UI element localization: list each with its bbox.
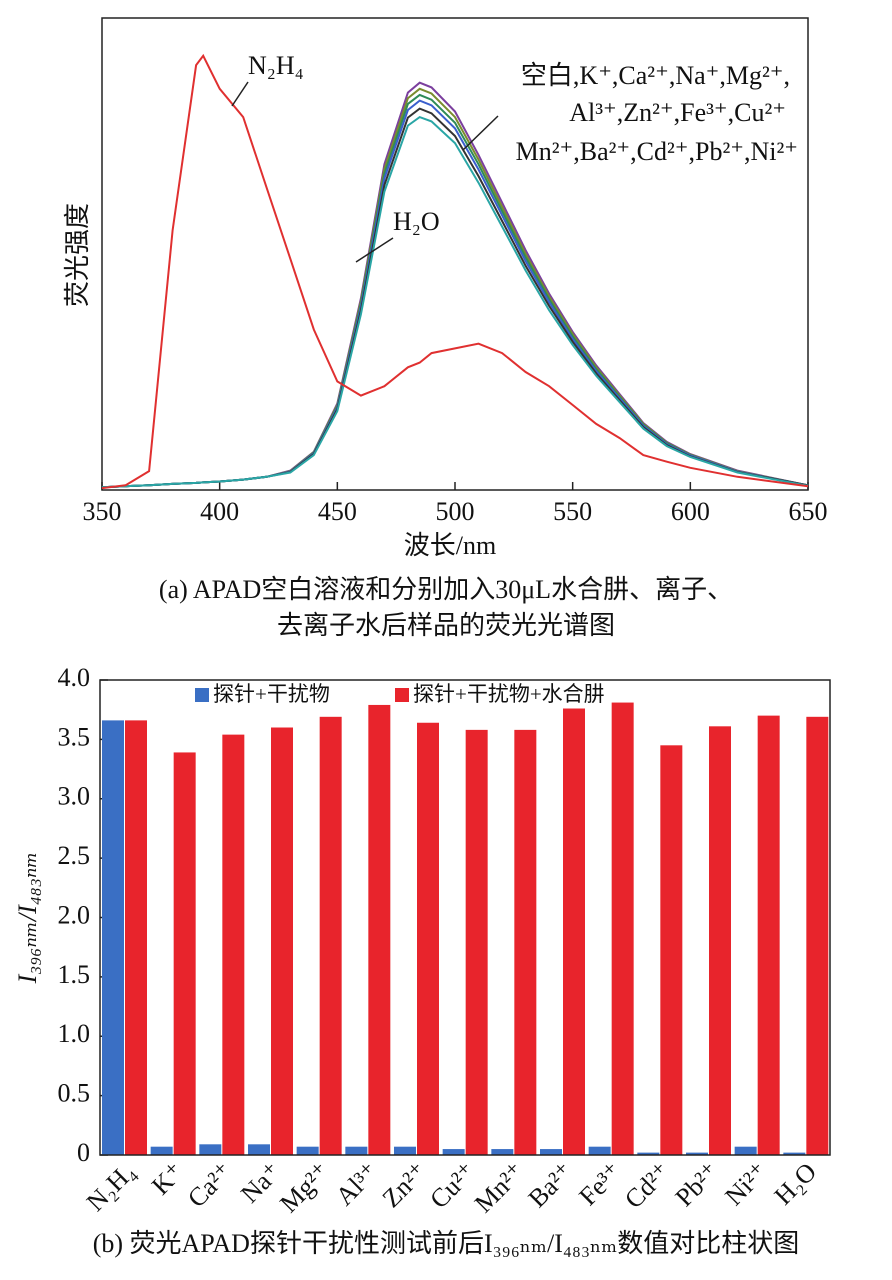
x-tick-label: Fe³⁺ — [573, 1157, 627, 1211]
x-axis-label: 波长/nm — [404, 531, 496, 560]
bar — [783, 1152, 806, 1155]
x-tick-label: 500 — [436, 497, 475, 526]
y-tick-label: 1.0 — [58, 1019, 91, 1048]
bar — [394, 1146, 416, 1155]
x-tick-label: Mn²⁺ — [469, 1157, 530, 1218]
bar — [514, 729, 537, 1155]
leader-line — [462, 115, 499, 151]
bar — [660, 745, 683, 1155]
bar — [345, 1146, 368, 1155]
spectrum-line — [101, 53, 809, 490]
caption: (a) APAD空白溶液和分别加入30μL水合肼、离子、 — [159, 575, 733, 604]
leader-line — [355, 237, 394, 263]
bar — [368, 704, 391, 1155]
bar — [709, 726, 731, 1155]
y-tick-label: 3.5 — [58, 722, 91, 751]
bar — [806, 716, 829, 1155]
bar — [734, 1146, 757, 1155]
bar — [271, 727, 293, 1155]
y-axis-label: I₃₉₆ₙₘ/I₄₈₃ₙₘ — [13, 852, 42, 985]
x-tick-label: Cd²⁺ — [619, 1157, 676, 1214]
x-tick-label: Mg²⁺ — [274, 1157, 335, 1218]
bar — [199, 1144, 222, 1155]
x-tick-label: 400 — [200, 497, 239, 526]
x-tick-label: 350 — [83, 497, 122, 526]
x-tick-label: Al³⁺ — [330, 1157, 384, 1211]
x-tick-label: Cu²⁺ — [424, 1157, 481, 1214]
x-tick-label: Ba²⁺ — [523, 1157, 579, 1213]
legend-label: 探针+干扰物 — [213, 682, 330, 706]
bar — [465, 729, 488, 1155]
bar — [296, 1146, 319, 1155]
bar — [563, 708, 585, 1155]
x-tick-label: 650 — [789, 497, 828, 526]
bar — [150, 1146, 173, 1155]
bar — [540, 1149, 562, 1155]
annotation: Al³⁺,Zn²⁺,Fe³⁺,Cu²⁺ — [569, 98, 786, 127]
bar — [222, 734, 245, 1155]
plot-frame — [99, 679, 831, 1156]
spectrum-line — [101, 115, 809, 489]
x-tick-label: 550 — [553, 497, 592, 526]
x-tick-label: Ca²⁺ — [182, 1157, 238, 1213]
bar — [491, 1149, 514, 1155]
bar — [319, 716, 342, 1155]
x-tick-label: Zn²⁺ — [377, 1157, 433, 1213]
annotation: Mn²⁺,Ba²⁺,Cd²⁺,Pb²⁺,Ni²⁺ — [516, 137, 798, 166]
y-tick-label: 0 — [77, 1138, 90, 1167]
x-tick-label: Pb²⁺ — [670, 1157, 725, 1212]
caption: (b) 荧光APAD探针干扰性测试前后I₃₉₆ₙₘ/I₄₈₃ₙₘ数值对比柱状图 — [93, 1229, 800, 1258]
y-tick-label: 3.0 — [58, 782, 91, 811]
y-tick-label: 2.0 — [58, 900, 91, 929]
annotation: 空白,K⁺,Ca²⁺,Na⁺,Mg²⁺, — [521, 61, 790, 90]
bar — [125, 720, 147, 1155]
y-tick-label: 0.5 — [58, 1079, 91, 1108]
x-tick-label: Ni²⁺ — [719, 1157, 773, 1211]
bar — [102, 720, 124, 1155]
legend-swatch — [395, 688, 409, 702]
bar — [248, 1144, 270, 1155]
bar — [686, 1152, 708, 1155]
y-tick-label: 2.5 — [58, 841, 91, 870]
y-axis-label: 荧光强度 — [63, 203, 92, 307]
x-tick-label: 450 — [318, 497, 357, 526]
bar — [588, 1146, 611, 1155]
bar — [637, 1152, 660, 1155]
bar — [757, 715, 780, 1155]
bar — [417, 722, 439, 1155]
y-tick-label: 1.5 — [58, 960, 91, 989]
bar — [173, 752, 196, 1155]
bar — [442, 1149, 465, 1155]
annotation: H₂O — [393, 207, 440, 236]
leader-line — [231, 81, 249, 107]
legend-swatch — [195, 688, 209, 702]
annotation: N₂H₄ — [248, 51, 304, 80]
x-tick-label: 600 — [671, 497, 710, 526]
caption: 去离子水后样品的荧光光谱图 — [277, 611, 615, 640]
x-tick-label: H₂O — [769, 1157, 822, 1210]
legend-label: 探针+干扰物+水合肼 — [413, 682, 605, 706]
bar — [611, 702, 634, 1155]
y-tick-label: 4.0 — [58, 663, 91, 692]
